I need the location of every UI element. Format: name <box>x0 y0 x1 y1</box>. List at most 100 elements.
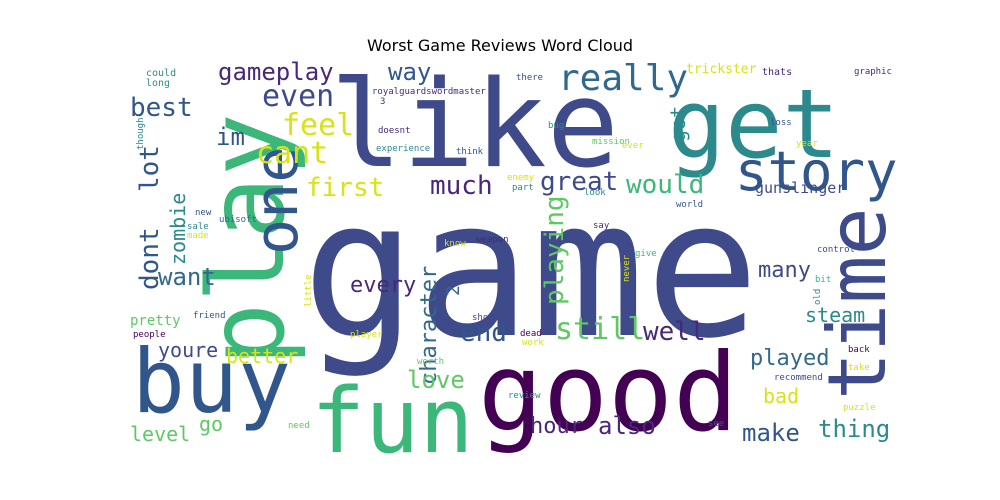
word-first: first <box>306 173 384 203</box>
word-gunslinger: gunslinger <box>755 179 845 197</box>
word-back: back <box>848 345 870 355</box>
word-really: really <box>558 58 688 99</box>
word-love: love <box>407 366 465 394</box>
word-im: im <box>216 123 245 151</box>
word-feel: feel <box>282 108 354 143</box>
word-people: people <box>133 330 166 340</box>
word-weapon: weapon <box>476 235 509 245</box>
word-new: new <box>195 208 212 218</box>
word-buy: buy <box>132 330 291 433</box>
word-loss: loss <box>770 118 792 128</box>
word-enemy: enemy <box>507 173 535 183</box>
word-go: go <box>199 412 223 436</box>
word-story: story <box>735 140 898 203</box>
word-time: time <box>811 207 904 400</box>
word-end: end <box>460 318 507 348</box>
word-lot: lot <box>135 145 165 192</box>
word-need: need <box>288 421 310 431</box>
word-part: part <box>512 183 534 193</box>
word-one: one <box>242 147 312 255</box>
word-great: great <box>540 167 618 197</box>
word-still: still <box>555 312 645 347</box>
word-every: every <box>350 273 416 298</box>
word-make: make <box>742 419 800 447</box>
word-little: little <box>304 274 314 307</box>
word-like: like <box>330 56 619 195</box>
word-long: long <box>146 78 170 89</box>
word-royalguardswordmaster: royalguardswordmaster <box>372 87 486 97</box>
word-worth: worth <box>417 357 444 367</box>
word-sale: sale <box>187 222 209 232</box>
word-think: think <box>456 147 484 157</box>
word-look: look <box>584 188 606 198</box>
word-year: year <box>796 139 818 149</box>
word-much: much <box>430 171 493 201</box>
word-hour: hour <box>530 414 583 439</box>
word-dont: dont <box>135 227 165 290</box>
word-experience: experience <box>376 144 430 154</box>
word-doesnt: doesnt <box>378 126 411 136</box>
word-bad: bad <box>763 384 799 408</box>
word-review: review <box>508 391 541 401</box>
word-got: got <box>666 106 690 142</box>
word-even: even <box>262 79 334 114</box>
word-2: 2 <box>443 285 464 296</box>
word-give: give <box>635 249 657 259</box>
word-world: world <box>676 200 703 210</box>
word-game: game <box>302 159 760 380</box>
word-played: played <box>750 346 829 371</box>
word-want: want <box>158 263 216 291</box>
word-old: old <box>813 289 823 305</box>
word-work: work <box>522 338 544 348</box>
word-friend: friend <box>193 311 226 321</box>
word-steam: steam <box>805 303 865 327</box>
word-though: though <box>136 117 146 150</box>
word-bit: bit <box>815 275 831 285</box>
word-would: would <box>626 170 704 200</box>
word-best: best <box>130 93 193 123</box>
word-never: never <box>622 254 632 282</box>
word-youre: youre <box>158 338 218 362</box>
word-dead: dead <box>520 329 542 339</box>
word-recommend: recommend <box>774 373 823 383</box>
word-playing: playing <box>540 195 570 305</box>
word-made: made <box>187 231 209 241</box>
word-ubisoft: ubisoft <box>219 215 257 225</box>
word-many: many <box>758 258 811 283</box>
word-gameplay: gameplay <box>218 58 334 86</box>
word-puzzle: puzzle <box>843 403 876 413</box>
word-control: control <box>817 245 855 255</box>
word-know: know <box>444 239 466 249</box>
word-cant: cant <box>256 136 328 171</box>
word-thats: thats <box>762 67 792 78</box>
word-take: take <box>848 363 870 373</box>
word-there: there <box>516 73 543 83</box>
word-good: good <box>478 331 738 456</box>
word-bug: bug <box>548 121 564 131</box>
word-pretty: pretty <box>130 313 181 329</box>
word-3: 3 <box>380 97 385 107</box>
word-player: player <box>350 330 383 340</box>
word-mission: mission <box>592 137 630 147</box>
word-also: also <box>598 412 656 440</box>
word-zombie: zombie <box>166 193 190 265</box>
word-get: get <box>668 70 840 180</box>
word-thing: thing <box>818 415 890 443</box>
word-level: level <box>130 422 190 446</box>
word-character: character <box>417 266 442 385</box>
word-way: way <box>388 58 431 86</box>
word-see: see <box>708 419 724 429</box>
word-short: short <box>472 313 499 323</box>
word-play: play <box>186 113 308 366</box>
word-could: could <box>146 68 176 79</box>
word-ever: ever <box>622 141 644 151</box>
word-well: well <box>643 317 706 347</box>
word-say: say <box>593 221 610 231</box>
word-better: better <box>226 344 298 368</box>
word-fun: fun <box>311 369 474 474</box>
chart-title: Worst Game Reviews Word Cloud <box>366 36 634 55</box>
word-trickster: trickster <box>686 62 757 77</box>
word-graphic: graphic <box>854 67 892 77</box>
